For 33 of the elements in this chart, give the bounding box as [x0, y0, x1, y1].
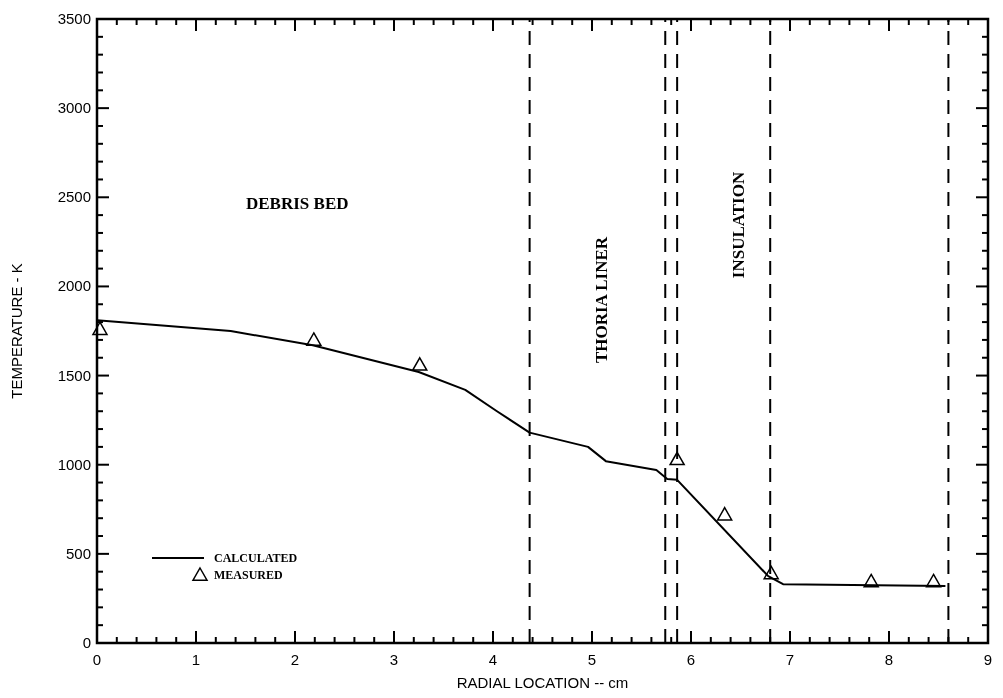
point — [411, 357, 428, 371]
x-tick-label: 7 — [785, 651, 795, 668]
x-tick-label: 9 — [983, 651, 993, 668]
point — [763, 565, 779, 580]
y-axis-title: TEMPERATURE - K — [8, 263, 25, 399]
annotation: INSULATION — [728, 171, 748, 279]
y-tick-label: 3500 — [57, 10, 91, 27]
x-tick-label: 0 — [92, 651, 102, 668]
y-tick-label: 2500 — [57, 188, 91, 206]
x-tick-label: 6 — [686, 651, 696, 668]
x-tick-label: 8 — [884, 651, 894, 668]
y-tick-label: 0 — [82, 634, 91, 651]
y-tick-label: 500 — [65, 544, 91, 562]
x-tick-label: 3 — [389, 651, 399, 668]
x-tick-label: 5 — [587, 651, 597, 668]
point — [925, 573, 942, 588]
legend-label: CALCULATED — [214, 551, 298, 565]
x-tick-label: 1 — [191, 651, 201, 668]
y-tick-label: 2000 — [57, 277, 91, 295]
point — [863, 573, 879, 588]
point — [716, 506, 733, 521]
y-tick-label: 3000 — [57, 99, 91, 117]
annotation: DEBRIS BED — [246, 193, 349, 213]
legend-label: MEASURED — [214, 568, 284, 582]
y-tick-label: 1500 — [57, 366, 91, 384]
y-tick-label: 1000 — [57, 455, 91, 473]
x-tick-label: 2 — [290, 651, 300, 668]
x-axis-title: RADIAL LOCATION -- cm — [456, 674, 629, 691]
x-tick-label: 4 — [488, 651, 498, 668]
point — [92, 321, 108, 336]
point — [669, 451, 685, 466]
point — [306, 332, 322, 346]
annotation: THORIA LINER — [591, 236, 611, 364]
